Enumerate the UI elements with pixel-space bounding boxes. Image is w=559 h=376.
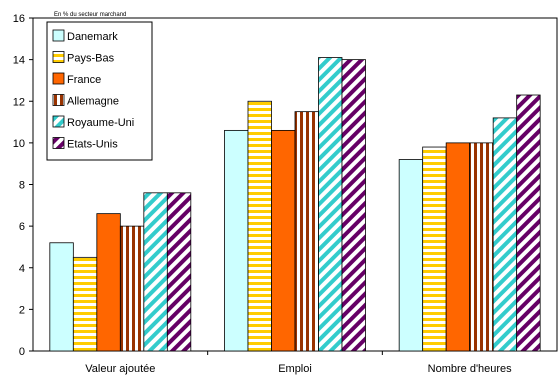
bar-pays-bas-2 [422, 146, 447, 352]
bar-danemark-0 [49, 242, 74, 352]
y-tick-label: 4 [19, 263, 25, 275]
legend: Danemark Pays-Bas France Allemagne Royaume-U… [46, 21, 153, 161]
bar-etats-unis-0 [166, 192, 192, 352]
bar-allemagne-0 [119, 225, 145, 352]
legend-swatch-etats-unis [52, 137, 65, 149]
x-axis: Valeur ajoutée Emploi Nombre d'heures [85, 351, 512, 375]
y-tick-label: 6 [19, 221, 25, 233]
legend-label: Allemagne [67, 96, 119, 108]
y-tick-label: 16 [13, 13, 25, 25]
y-tick-label: 10 [13, 138, 25, 150]
legend-label: Etats-Unis [67, 139, 118, 151]
y-tick-label: 0 [19, 346, 25, 358]
x-category-label: Valeur ajoutée [85, 363, 155, 375]
legend-label: Pays-Bas [67, 53, 115, 65]
legend-swatch-france [52, 72, 65, 85]
y-tick-label: 14 [13, 55, 25, 67]
bar-royaume-uni-2 [492, 117, 518, 352]
legend-label: Royaume-Uni [67, 117, 134, 129]
chart-subtitle: En % du secteur marchand [54, 12, 126, 18]
legend-box [46, 21, 153, 161]
legend-swatch-pays-bas [52, 51, 65, 63]
bars-group [49, 57, 541, 352]
legend-label: France [67, 74, 101, 86]
legend-label: Danemark [67, 31, 118, 43]
bar-allemagne-2 [469, 142, 494, 352]
y-tick-label: 8 [19, 180, 25, 192]
legend-swatch-danemark [52, 29, 65, 42]
bar-etats-unis-1 [341, 59, 366, 352]
bar-royaume-uni-0 [143, 192, 168, 352]
bar-france-2 [445, 142, 471, 352]
legend-swatch-allemagne [52, 94, 65, 106]
bar-allemagne-1 [294, 111, 319, 352]
bar-danemark-2 [398, 159, 424, 352]
x-category-label: Emploi [278, 363, 312, 375]
bar-france-0 [96, 213, 121, 352]
bar-etats-unis-2 [516, 94, 541, 352]
bar-pays-bas-1 [247, 100, 272, 352]
y-tick-label: 12 [13, 96, 25, 108]
bar-royaume-uni-1 [318, 57, 343, 352]
bar-pays-bas-0 [72, 256, 98, 352]
legend-swatch-royaume-uni [52, 115, 65, 128]
bar-france-1 [271, 129, 296, 352]
x-category-label: Nombre d'heures [428, 363, 513, 375]
y-tick-label: 2 [19, 304, 25, 316]
bar-danemark-1 [224, 129, 249, 352]
